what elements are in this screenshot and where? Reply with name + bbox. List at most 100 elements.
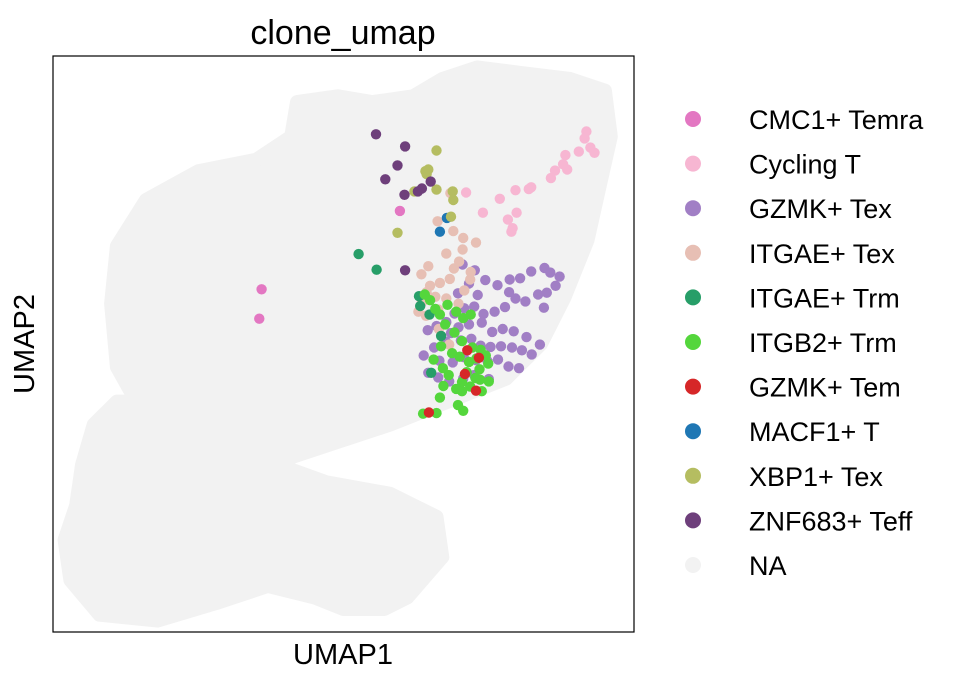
point-cycling-t [502,214,514,225]
point-itgb2-trm [424,295,436,306]
point-itgb2-trm [470,372,481,384]
point-itgae-tex [423,261,434,272]
point-znf683-teff [399,141,411,152]
point-gzmk-tex [506,342,518,353]
point-gzmk-tex [469,301,480,312]
point-itgb2-trm [434,309,446,320]
point-itgb2-trm [483,376,494,387]
point-znf683-teff [399,265,411,276]
point-znf683-teff [380,174,391,185]
point-itgb2-trm [435,341,447,352]
point-itgae-tex [416,269,427,280]
point-cmc1-temra [256,284,267,295]
point-itgb2-trm [428,354,439,365]
point-itgae-trm [435,330,447,342]
point-cycling-t [494,193,505,204]
legend: CMC1+ Temra Cycling T GZMK+ Tex ITGAE+ Tex I… [685,105,924,581]
point-cycling-t [545,172,557,184]
point-gzmk-tex [497,323,508,335]
point-gzmk-tex [487,326,498,338]
point-xbp1-tex [447,186,458,197]
legend-marker-na [685,557,701,573]
point-gzmk-tex [538,302,550,313]
legend-label-na: NA [749,551,787,581]
point-itgb2-trm [456,376,468,388]
point-znf683-teff [416,183,428,194]
legend-label-itgae-trm: ITGAE+ Trm [749,283,900,313]
point-gzmk-tex [422,325,433,336]
legend-label-znf683-teff: ZNF683+ Teff [749,506,913,536]
legend-marker-itgae-tex [685,244,701,261]
point-itgb2-trm [449,327,460,338]
legend-marker-gzmk-tem [685,378,701,395]
legend-marker-itgae-trm [685,289,701,306]
point-gzmk-tex [514,273,526,284]
scatter-points-layer [254,126,600,419]
point-cycling-t [562,164,573,175]
point-cycling-t [589,147,600,158]
point-itgae-tex [459,285,470,296]
point-gzmk-tex [526,266,537,277]
point-xbp1-tex [420,166,431,177]
point-gzmk-tem [459,368,471,380]
point-cycling-t [579,133,590,144]
legend-marker-cmc1-temra [685,111,701,127]
point-gzmk-tex [545,267,556,278]
legend-label-cycling-t: Cycling T [749,150,861,180]
point-itgb2-trm [456,386,468,397]
point-itgb2-trm [474,364,485,375]
point-itgb2-trm [431,407,442,419]
chart-title: clone_umap [250,14,435,52]
point-itgae-tex [465,266,476,278]
point-gzmk-tex [526,349,537,360]
point-itgb2-trm [454,351,465,362]
point-gzmk-tex [521,331,532,343]
point-gzmk-tem [470,385,482,396]
point-cycling-t [507,223,518,234]
legend-label-gzmk-tex: GZMK+ Tex [749,194,892,224]
point-gzmk-tex [513,363,525,374]
point-gzmk-tex [495,341,507,352]
legend-marker-xbp1-tex [685,467,701,484]
plot-area [52,55,635,633]
point-cycling-t [560,149,571,161]
point-itgae-tex [453,298,464,309]
legend-marker-gzmk-tex [685,200,701,217]
point-gzmk-tex [532,289,544,300]
point-itgae-tex [441,248,452,259]
point-gzmk-tex [504,274,515,285]
point-itgae-tex [448,263,460,274]
point-itgb2-trm [452,399,464,411]
point-znf683-teff [425,176,436,187]
y-axis-label: UMAP2 [9,294,41,394]
point-itgae-tex [448,225,459,237]
background-cells-region-lower [57,394,450,628]
point-gzmk-tem [462,345,473,356]
legend-label-gzmk-tem: GZMK+ Tem [749,373,901,403]
point-cmc1-temra [254,313,265,324]
point-znf683-teff [370,129,382,140]
point-itgae-tex [465,274,476,285]
point-macf1-t [434,226,446,237]
legend-label-itgb2-trm: ITGB2+ Trm [749,328,897,358]
legend-label-macf1-t: MACF1+ T [749,417,880,447]
point-gzmk-tex [554,271,565,282]
point-itgae-tex [458,232,469,244]
point-gzmk-tex [492,280,503,291]
point-gzmk-tex [508,326,519,337]
point-xbp1-tex [392,227,403,238]
point-itgb2-trm [438,380,449,392]
point-itgb2-trm [451,306,462,317]
point-xbp1-tex [445,211,457,222]
point-cycling-t [477,207,489,218]
point-xbp1-tex [448,194,459,206]
legend-label-itgae-tex: ITGAE+ Tex [749,239,895,269]
point-gzmk-tex [503,287,515,298]
point-gzmk-tex [516,345,528,356]
point-gzmk-tex [489,306,500,317]
point-itgae-tex [434,277,446,289]
legend-marker-cycling-t [685,155,701,172]
point-gzmk-tex [447,357,458,368]
point-gzmk-tex [480,274,491,286]
